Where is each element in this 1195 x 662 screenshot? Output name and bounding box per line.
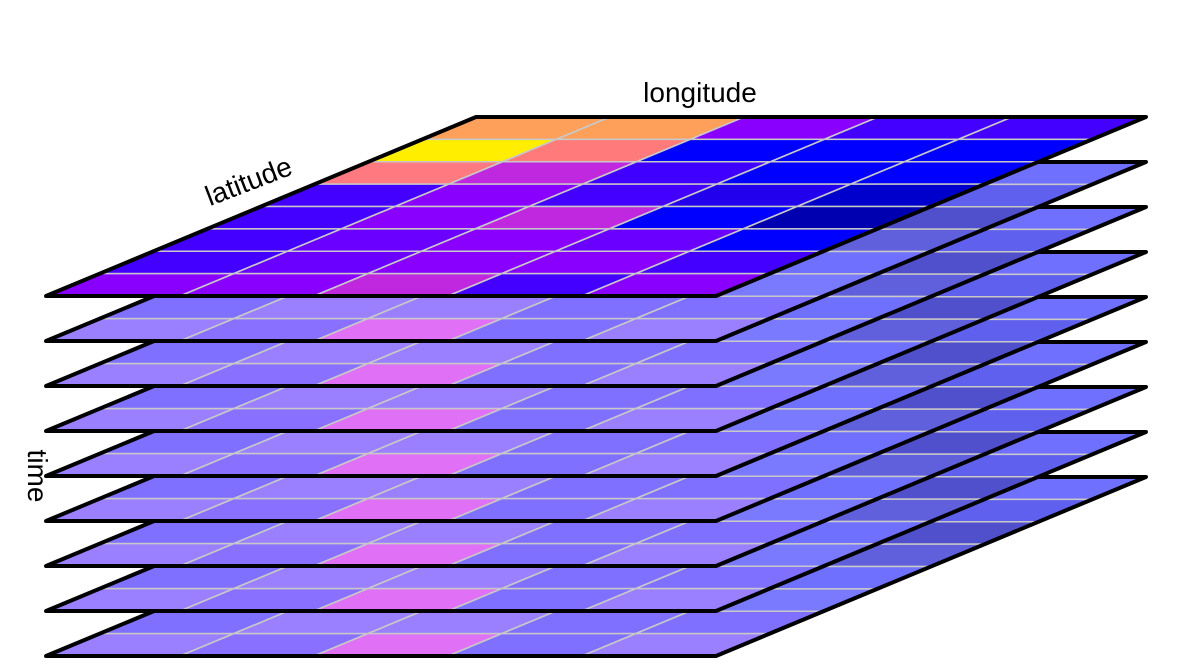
top-layer [44, 115, 1148, 298]
longitude-axis-label: longitude [643, 77, 757, 108]
time-layers [44, 115, 1148, 658]
layer-outline [44, 115, 1148, 298]
time-axis-label: time [22, 450, 53, 503]
